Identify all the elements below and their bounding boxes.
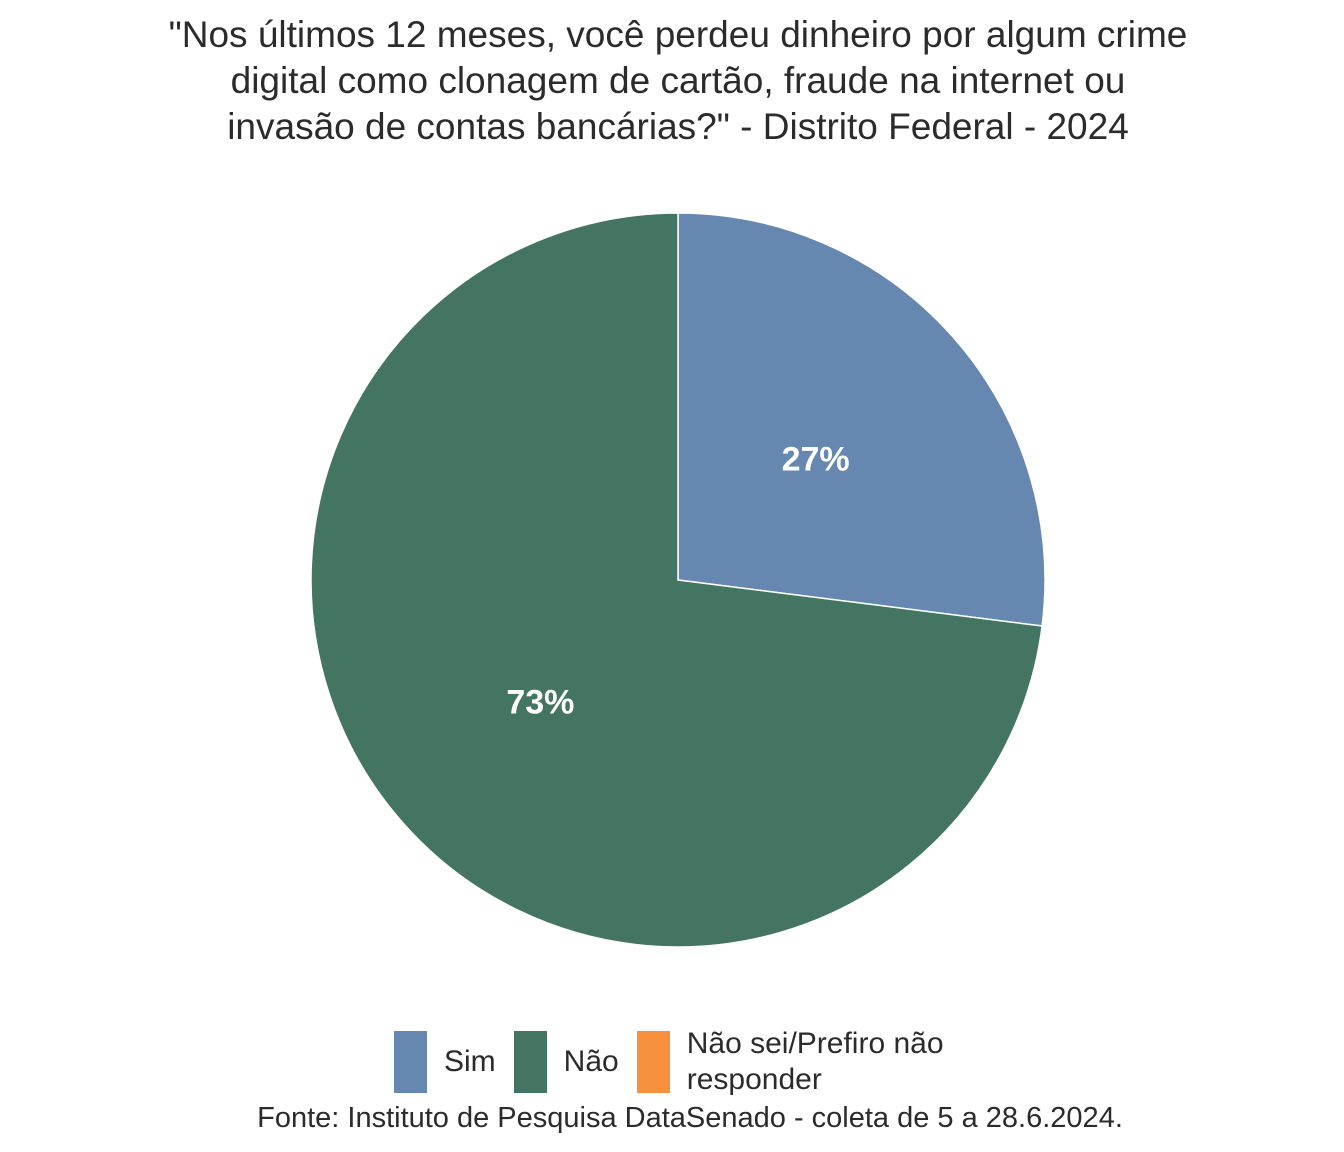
legend-key-nao	[513, 1031, 547, 1093]
title-line-2: digital como clonagem de cartão, fraude …	[230, 60, 1126, 101]
chart-title: "Nos últimos 12 meses, você perdeu dinhe…	[0, 12, 1344, 150]
legend-label-nao-sei-line1: Não sei/Prefiro não	[686, 1027, 944, 1060]
legend-label-nao: Não	[563, 1045, 619, 1078]
legend-key-nao-sei	[636, 1031, 670, 1093]
legend-key-sim	[394, 1031, 427, 1093]
source-note: Fonte: Instituto de Pesquisa DataSenado …	[257, 1102, 1123, 1134]
slice-label: 73%	[506, 683, 574, 721]
title-line-1: "Nos últimos 12 meses, você perdeu dinhe…	[168, 14, 1188, 55]
legend-label-sim: Sim	[444, 1045, 496, 1078]
legend-label-nao-sei: Não sei/Prefiro não responder	[687, 1026, 944, 1098]
pie-chart: 27% 73%	[310, 212, 1046, 948]
title-line-3: invasão de contas bancárias?" - Distrito…	[227, 106, 1129, 147]
legend: Sim Não Não sei/Prefiro não responder	[394, 1026, 962, 1098]
pie-slice-n-o	[310, 212, 1043, 948]
legend-label-nao-sei-line2: responder	[686, 1063, 822, 1096]
pie-slice-sim	[677, 212, 1046, 627]
slice-label: 27%	[782, 441, 850, 479]
